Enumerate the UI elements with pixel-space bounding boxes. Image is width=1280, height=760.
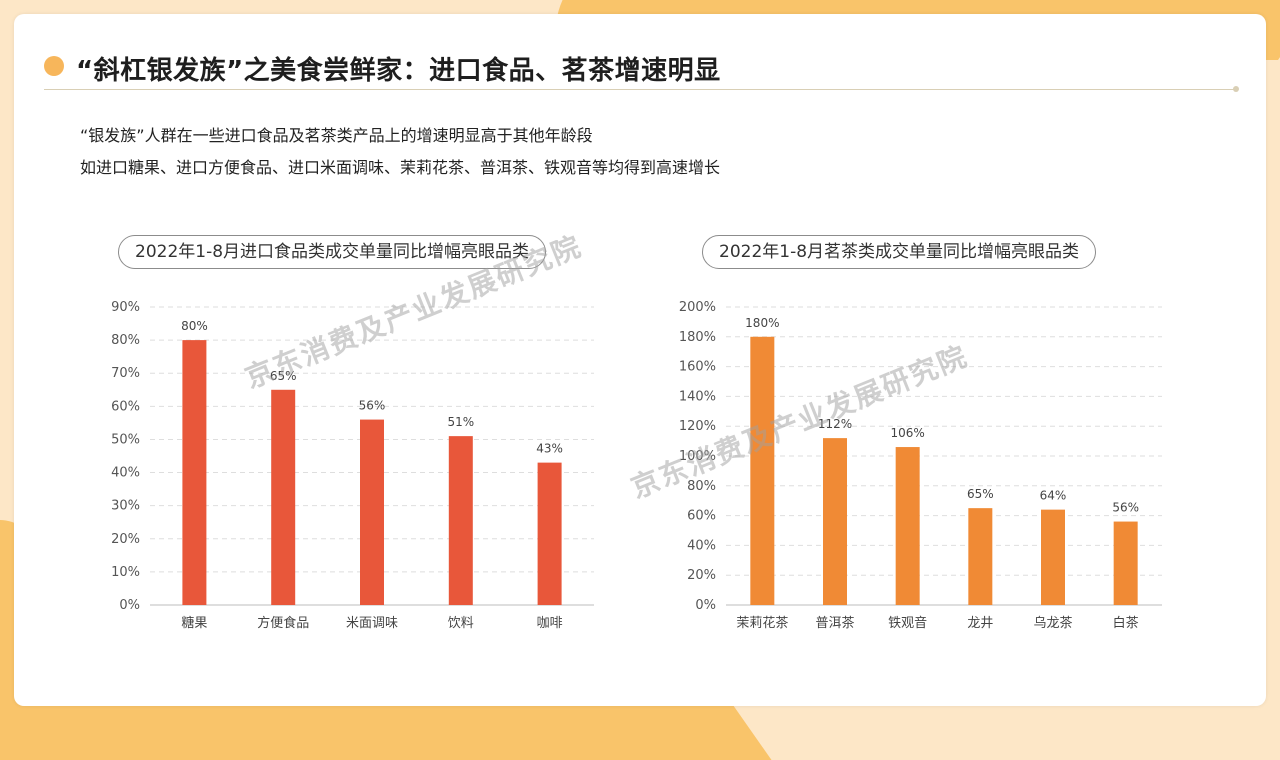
x-tick-label: 饮料 xyxy=(448,616,474,631)
data-label: 43% xyxy=(536,442,563,456)
x-tick-label: 米面调味 xyxy=(346,616,398,631)
x-tick-label: 方便食品 xyxy=(257,615,309,631)
bar xyxy=(1113,521,1138,605)
bar xyxy=(360,419,384,605)
bar xyxy=(271,389,296,605)
y-tick-label: 60% xyxy=(687,509,716,524)
data-label: 80% xyxy=(181,319,208,333)
bar xyxy=(448,436,473,605)
data-label: 112% xyxy=(818,417,852,431)
y-tick-label: 0% xyxy=(695,598,716,613)
page-title: “斜杠银发族”之美食尝鲜家：进口食品、茗茶增速明显 xyxy=(76,56,721,86)
y-tick-label: 80% xyxy=(687,479,716,494)
y-tick-label: 120% xyxy=(679,419,716,434)
x-tick-label: 咖啡 xyxy=(537,616,563,631)
y-tick-label: 40% xyxy=(111,466,140,481)
y-tick-label: 10% xyxy=(111,565,140,580)
y-tick-label: 160% xyxy=(679,360,716,375)
chart-title-imported-food: 2022年1-8月进口食品类成交单量同比增幅亮眼品类 xyxy=(118,235,547,269)
y-tick-label: 180% xyxy=(679,330,716,345)
bar xyxy=(1041,509,1065,605)
y-tick-label: 50% xyxy=(111,432,140,447)
y-tick-label: 30% xyxy=(111,499,140,514)
y-tick-label: 140% xyxy=(679,389,716,404)
description-line-1: “银发族”人群在一些进口食品及茗茶类产品上的增速明显高于其他年龄段 xyxy=(80,126,593,145)
chart-title-tea: 2022年1-8月茗茶类成交单量同比增幅亮眼品类 xyxy=(702,235,1097,269)
data-label: 64% xyxy=(1040,489,1067,503)
title-bullet-icon xyxy=(44,56,64,76)
x-tick-label: 铁观音 xyxy=(888,615,927,631)
x-tick-label: 普洱茶 xyxy=(815,615,854,631)
x-tick-label: 茉莉花茶 xyxy=(736,615,788,631)
y-tick-label: 20% xyxy=(111,532,140,547)
bar xyxy=(823,438,847,605)
chart-tea: 0% 20% 40% 60% 80% 100% 120% 140% 160% 180% 200% 18… xyxy=(679,300,1162,631)
y-tick-label: 40% xyxy=(687,538,716,553)
y-tick-label: 100% xyxy=(679,449,716,464)
title-divider xyxy=(44,89,1236,90)
y-tick-label: 0% xyxy=(119,598,140,613)
charts-canvas: 0% 10% 20% 30% 40% 50% 60% 70% 80% 90% 80% 糖果 65% 方便食… xyxy=(111,300,1162,631)
data-label: 56% xyxy=(1112,501,1139,515)
bar xyxy=(968,508,993,605)
data-label: 56% xyxy=(359,399,386,413)
bar xyxy=(182,340,207,605)
x-tick-label: 糖果 xyxy=(181,615,207,631)
x-tick-label: 龙井 xyxy=(967,616,993,631)
data-label: 106% xyxy=(891,426,925,440)
data-label: 180% xyxy=(745,316,779,330)
x-tick-label: 乌龙茶 xyxy=(1033,615,1072,631)
y-tick-label: 80% xyxy=(111,333,140,348)
data-label: 51% xyxy=(447,415,474,429)
description-line-2: 如进口糖果、进口方便食品、进口米面调味、茉莉花茶、普洱茶、铁观音等均得到高速增长 xyxy=(80,158,721,177)
bar xyxy=(750,336,775,605)
y-tick-label: 20% xyxy=(687,568,716,583)
x-tick-label: 白茶 xyxy=(1113,615,1139,631)
y-tick-label: 70% xyxy=(111,366,140,381)
y-tick-label: 60% xyxy=(111,399,140,414)
y-tick-label: 90% xyxy=(111,300,140,315)
bar xyxy=(537,462,562,605)
chart-imported-food: 0% 10% 20% 30% 40% 50% 60% 70% 80% 90% 80% 糖果 65% 方便食… xyxy=(111,300,594,631)
y-tick-label: 200% xyxy=(679,300,716,315)
bar xyxy=(895,447,920,605)
data-label: 65% xyxy=(967,487,994,501)
data-label: 65% xyxy=(270,369,297,383)
title-divider-end-dot xyxy=(1233,86,1239,92)
